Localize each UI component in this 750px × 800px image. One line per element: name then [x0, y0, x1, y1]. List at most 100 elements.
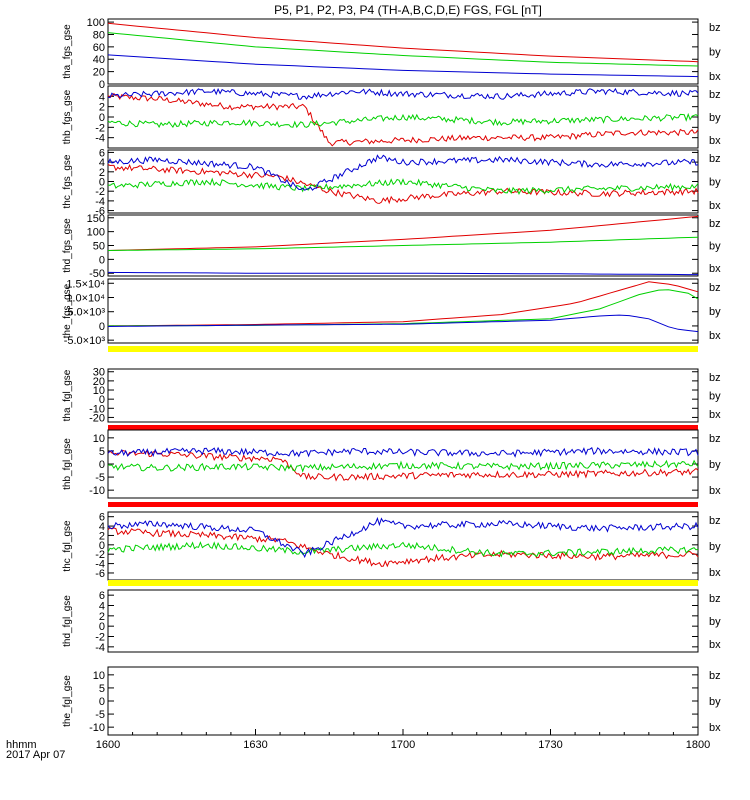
- panel-frame: [107, 18, 699, 85]
- series-line-bx: [107, 446, 699, 458]
- chart-title: P5, P1, P2, P3, P4 (TH-A,B,C,D,E) FGS, F…: [274, 3, 542, 17]
- y-axis-label: tha_fgl_gse: [62, 369, 73, 421]
- series-line-bz: [107, 281, 699, 327]
- y-tick-label: 0: [99, 79, 105, 91]
- y-tick-label: -4: [95, 133, 105, 145]
- y-tick-label: -6: [95, 206, 105, 218]
- series-line-bz: [107, 215, 699, 251]
- y-axis-label: thb_fgl_gse: [62, 438, 73, 490]
- legend-by: by: [709, 112, 721, 124]
- series-line-bz: [107, 163, 699, 205]
- y-tick-label: 0: [99, 621, 105, 633]
- legend-by: by: [709, 541, 721, 553]
- panel-2: 420-2-4 thb_fgs_gse bz by bx: [62, 85, 721, 149]
- y-tick-label: 2: [99, 102, 105, 114]
- y-tick-label: 20: [93, 67, 105, 79]
- y-tick-label: 150: [87, 213, 105, 225]
- y-tick-label: -2: [95, 549, 105, 561]
- legend-bx: bx: [709, 71, 721, 83]
- series-line-by: [107, 236, 699, 251]
- legend-bz: bz: [709, 218, 721, 230]
- legend-bz: bz: [709, 22, 721, 34]
- status-bar: [108, 502, 698, 507]
- legend-bz: bz: [709, 153, 721, 165]
- legend-by: by: [709, 177, 721, 189]
- y-tick-label: 1.0×10⁴: [66, 292, 105, 304]
- y-tick-label: 2: [99, 611, 105, 623]
- y-tick-label: 0: [99, 321, 105, 333]
- y-tick-label: 4: [99, 521, 105, 533]
- y-tick-label: 6: [99, 590, 105, 602]
- series-line-bx: [107, 516, 699, 559]
- x-tick-label: 1630: [243, 739, 267, 751]
- panel-frame: [107, 278, 699, 344]
- y-tick-label: 5.0×10³: [67, 307, 105, 319]
- series-line-bx: [107, 271, 698, 276]
- y-tick-label: 20: [93, 376, 105, 388]
- y-tick-label: -4: [95, 196, 105, 208]
- y-tick-label: 40: [93, 54, 105, 66]
- legend-bz: bz: [709, 593, 721, 605]
- legend-bx: bx: [709, 567, 721, 579]
- legend-by: by: [709, 696, 721, 708]
- legend-bx: bx: [709, 639, 721, 651]
- x-axis: 1600 1630 1700 1730 1800: [96, 729, 710, 751]
- panel-4: 150 100 500 -50 thd_fgs_gse bz by bx: [62, 213, 721, 280]
- y-tick-label: 0: [99, 459, 105, 471]
- x-tick-label: 1700: [391, 739, 415, 751]
- y-tick-label: 4: [99, 601, 105, 613]
- legend-bx: bx: [709, 330, 721, 342]
- legend-bx: bx: [709, 135, 721, 147]
- series-line-by: [107, 177, 699, 195]
- y-tick-label: 10: [93, 385, 105, 397]
- y-tick-label: 0: [99, 540, 105, 552]
- y-tick-label: -5: [95, 709, 105, 721]
- y-tick-label: 60: [93, 42, 105, 54]
- series-line-bx: [107, 154, 699, 191]
- y-tick-label: 1.5×10⁴: [66, 278, 105, 290]
- x-tick-label: 1800: [686, 739, 710, 751]
- legend-bz: bz: [709, 89, 721, 101]
- y-tick-label: 5: [99, 683, 105, 695]
- legend-bz: bz: [709, 372, 721, 384]
- status-bar: [108, 580, 698, 586]
- series-line-bx: [107, 54, 699, 78]
- y-tick-label: 6: [99, 512, 105, 524]
- y-tick-label: 80: [93, 29, 105, 41]
- y-tick-label: -5: [95, 472, 105, 484]
- series-line-bz: [107, 527, 699, 568]
- y-axis-label: thc_fgs_gse: [62, 154, 73, 208]
- y-tick-label: 0: [99, 254, 105, 266]
- y-axis-label: thc_fgl_gse: [62, 520, 73, 572]
- series-line-bz: [107, 22, 699, 63]
- y-tick-label: 2: [99, 530, 105, 542]
- series-line-by: [107, 459, 699, 473]
- y-axis-label: the_fgs_gse: [62, 283, 73, 338]
- y-axis-label: tha_fgs_gse: [62, 24, 73, 79]
- legend-bz: bz: [709, 433, 721, 445]
- series-line-by: [108, 289, 699, 327]
- series-line-bx: [107, 314, 699, 333]
- date-label: 2017 Apr 07: [6, 749, 65, 761]
- hhmm-label: hhmm: [6, 739, 37, 751]
- series-line-by: [107, 541, 699, 558]
- legend-by: by: [709, 47, 721, 59]
- legend-bx: bx: [709, 263, 721, 275]
- legend-bx: bx: [709, 200, 721, 212]
- y-axis-label: thb_fgs_gse: [62, 89, 73, 144]
- legend-by: by: [709, 459, 721, 471]
- x-tick-label: 1600: [96, 739, 120, 751]
- y-tick-label: 0: [99, 696, 105, 708]
- y-tick-label: -2: [95, 122, 105, 134]
- y-tick-label: 10: [93, 670, 105, 682]
- panel-frame: [107, 511, 699, 581]
- series-line-bx: [107, 87, 699, 100]
